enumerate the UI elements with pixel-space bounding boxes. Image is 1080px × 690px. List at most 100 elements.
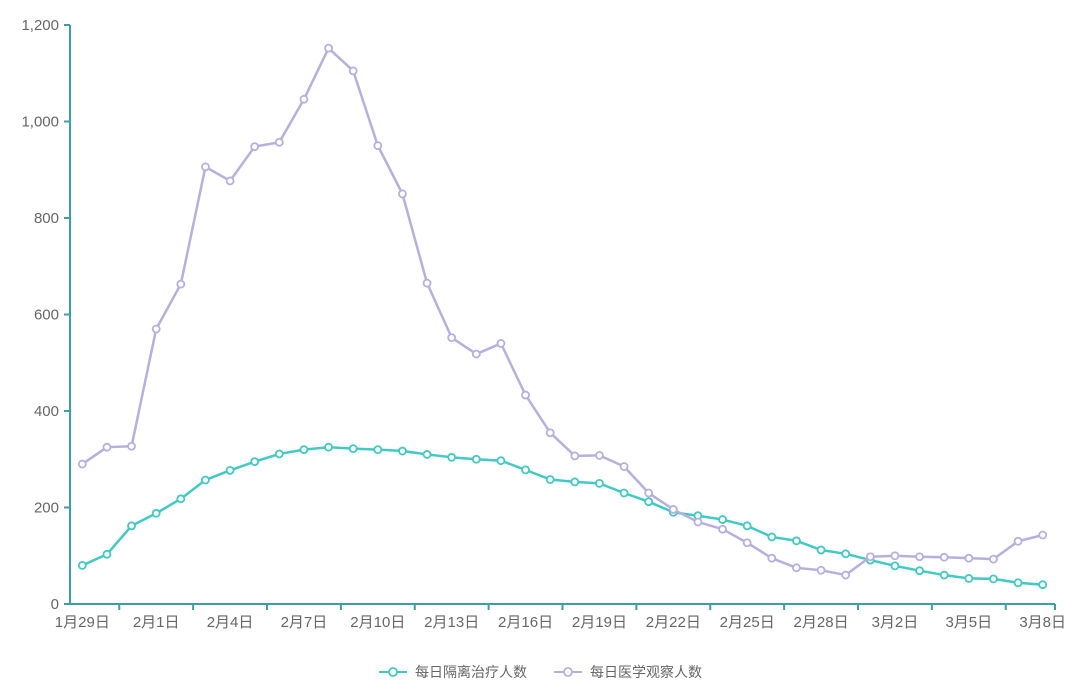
data-point [595, 450, 604, 460]
x-axis-label: 2月19日 [572, 614, 627, 631]
data-point [373, 445, 383, 455]
data-point [471, 349, 481, 359]
data-point [644, 497, 654, 507]
data-point [348, 444, 358, 454]
data-point [841, 570, 851, 580]
x-axis-label: 2月10日 [350, 614, 405, 631]
data-point [521, 465, 530, 475]
data-point [792, 563, 801, 573]
data-point [496, 339, 506, 348]
y-axis-label: 600 [34, 307, 59, 324]
data-point [201, 475, 210, 485]
data-point [1038, 580, 1048, 590]
data-point [398, 189, 407, 199]
data-point [422, 450, 432, 459]
x-axis-label: 3月2日 [872, 614, 919, 631]
line-chart: 0 200 400 600 800 1,000 1,200 1月29日 2月1日 2月4日 2月7日… [21, 17, 1066, 631]
data-point [915, 552, 924, 562]
data-point [964, 574, 974, 583]
data-point [102, 442, 112, 452]
data-point [250, 142, 260, 151]
data-point [1013, 536, 1023, 546]
data-point [127, 441, 136, 451]
data-point [545, 428, 555, 438]
data-point [989, 554, 998, 564]
legend-label-daily-medical-observation: 每日医学观察人数 [590, 664, 702, 680]
data-point [496, 456, 506, 466]
series-line-0 [81, 445, 1044, 586]
data-point [742, 521, 752, 531]
data-point [447, 452, 457, 462]
x-axis-label: 3月8日 [1019, 614, 1066, 631]
data-point [939, 552, 949, 562]
data-point [619, 462, 629, 471]
data-point [816, 565, 826, 575]
data-point [989, 574, 998, 584]
data-point [1013, 578, 1023, 588]
x-axis-label: 2月13日 [424, 614, 479, 631]
data-point [742, 538, 752, 548]
data-point [865, 552, 875, 562]
chart-canvas: 0 200 400 600 800 1,000 1,200 1月29日 2月1日 2月4日 2月7日… [21, 17, 1066, 631]
y-axis-label: 0 [51, 596, 59, 613]
data-point [595, 478, 604, 488]
data-point [545, 475, 555, 484]
data-point [77, 561, 87, 570]
data-point [373, 141, 383, 151]
data-point [890, 551, 900, 561]
x-axis-label: 2月16日 [498, 614, 553, 631]
data-point [348, 66, 358, 76]
data-point [201, 162, 210, 172]
y-axis-label: 1,200 [21, 17, 59, 34]
data-point [225, 176, 235, 186]
series-line-1 [81, 46, 1044, 577]
data-point [299, 445, 309, 455]
data-point [151, 324, 161, 334]
data-point [570, 451, 580, 461]
data-point [718, 524, 727, 534]
data-point [225, 465, 235, 475]
data-point [127, 521, 136, 531]
legend-item-daily-medical-observation[interactable]: 每日医学观察人数 [553, 662, 702, 682]
data-point [816, 545, 826, 555]
teal-line-marker-icon [379, 667, 407, 677]
x-axis-label: 2月25日 [720, 614, 775, 631]
data-point [471, 454, 481, 464]
x-axis-label: 3月5日 [945, 614, 992, 631]
data-point [767, 532, 777, 542]
legend-label-daily-isolation-treatment: 每日隔离治疗人数 [415, 664, 527, 680]
data-point [398, 446, 407, 456]
data-point [324, 442, 333, 452]
x-axis-label: 2月28日 [794, 614, 849, 631]
legend-item-daily-isolation-treatment[interactable]: 每日隔离治疗人数 [378, 662, 527, 682]
data-point [176, 279, 186, 289]
data-point [176, 494, 186, 504]
data-point [570, 477, 580, 487]
x-axis-label: 2月4日 [207, 614, 254, 631]
data-point [447, 333, 457, 343]
data-point [767, 553, 777, 563]
y-axis-label: 800 [34, 210, 59, 227]
chart-legend: 每日隔离治疗人数 每日医学观察人数 [0, 662, 1080, 682]
data-point [151, 508, 161, 518]
data-point [250, 457, 260, 467]
data-point [644, 488, 654, 498]
data-point [274, 137, 284, 147]
x-axis-label: 2月1日 [133, 614, 180, 631]
x-axis-label: 1月29日 [55, 614, 110, 631]
data-point [915, 566, 924, 576]
x-axis-label: 2月7日 [281, 614, 328, 631]
data-point [521, 390, 530, 400]
data-point [1038, 530, 1048, 540]
data-point [77, 459, 87, 469]
data-point [299, 94, 309, 104]
data-point [939, 570, 949, 580]
purple-line-marker-icon [554, 667, 582, 677]
data-point [890, 561, 900, 571]
y-axis-label: 400 [34, 403, 59, 420]
y-axis-label: 200 [34, 500, 59, 517]
x-axis-label: 2月22日 [646, 614, 701, 631]
data-point [841, 549, 851, 559]
data-point [792, 536, 801, 546]
